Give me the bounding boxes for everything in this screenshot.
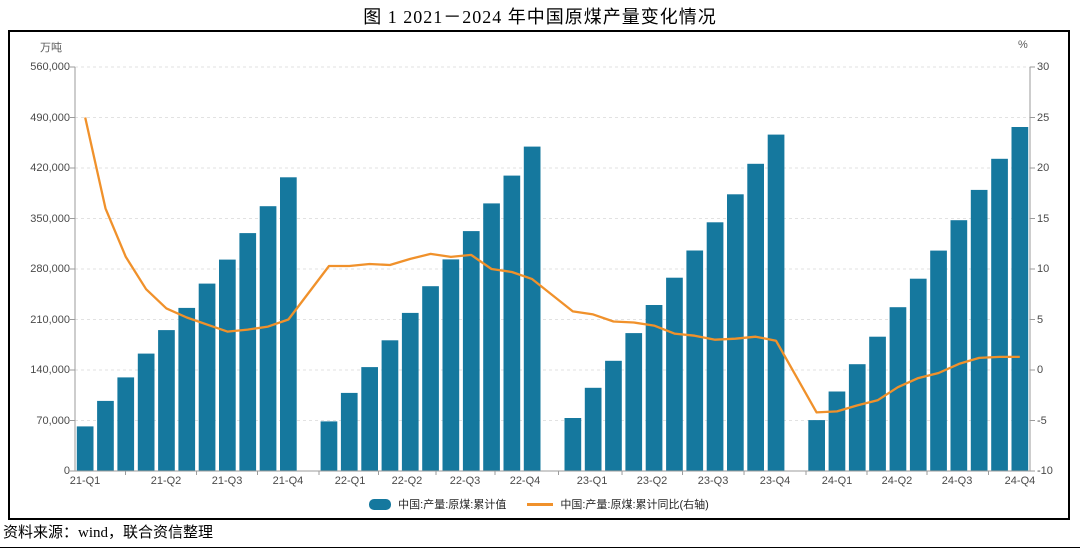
left-axis-tick-label: 420,000 <box>30 162 70 174</box>
bar <box>930 250 947 471</box>
bar <box>178 307 196 471</box>
legend-bar-label: 中国:产量:原煤:累计值 <box>398 499 507 511</box>
x-axis-tick-label: 21-Q1 <box>69 475 101 487</box>
legend-line-swatch-icon <box>527 502 554 506</box>
chart-frame: 万吨 % 0 70,000 140,000 210,000 280,000 350,000… <box>8 30 1070 520</box>
left-axis-tick-label: 70,000 <box>36 414 70 427</box>
bar <box>869 336 886 471</box>
bar <box>401 312 419 471</box>
bar <box>909 278 927 471</box>
right-axis-tick-label: 5 <box>1037 313 1044 326</box>
left-axis-unit: 万吨 <box>40 42 62 54</box>
left-axis-labels: 0 70,000 140,000 210,000 280,000 350,000 420,0… <box>10 61 70 477</box>
left-axis-tick-label: 350,000 <box>30 212 70 225</box>
source-note: 资料来源：wind，联合资信整理 <box>3 525 214 541</box>
bar <box>219 259 236 471</box>
bar <box>889 307 907 471</box>
bar <box>706 222 724 471</box>
bar <box>727 194 744 472</box>
left-axis-tick-label: 140,000 <box>30 364 70 376</box>
bar <box>361 367 378 471</box>
bar <box>239 233 257 471</box>
bar <box>97 400 114 471</box>
right-axis-tick-label: 15 <box>1037 212 1050 225</box>
bar <box>828 391 846 471</box>
bar <box>483 203 500 471</box>
legend-bar-swatch-icon <box>369 498 392 510</box>
right-axis-tick-label: -10 <box>1037 465 1053 477</box>
bar <box>280 177 297 472</box>
x-axis-tick-label: 22-Q2 <box>391 475 423 487</box>
x-axis-tick-label: 24-Q3 <box>941 475 973 487</box>
right-axis-tick-label: 10 <box>1037 263 1050 275</box>
bar <box>970 189 988 471</box>
bar <box>462 231 480 471</box>
bar <box>1011 127 1029 471</box>
bar <box>645 305 663 471</box>
bar <box>747 163 764 472</box>
left-axis-tick-label: 210,000 <box>30 313 70 326</box>
bar <box>991 158 1008 472</box>
x-axis-tick-label: 23-Q3 <box>697 475 729 487</box>
right-axis-tick-label: 25 <box>1037 111 1050 124</box>
bar <box>117 377 135 471</box>
x-axis-tick-label: 24-Q2 <box>881 475 913 487</box>
x-axis-tick-label: 22-Q4 <box>509 475 541 487</box>
x-axis-tick-label: 23-Q4 <box>759 475 791 487</box>
x-axis-tick-label: 21-Q4 <box>272 475 304 487</box>
bar <box>340 392 358 471</box>
left-axis-tick-label: 490,000 <box>30 111 70 124</box>
x-axis-labels: 21-Q1 21-Q2 21-Q3 21-Q4 22-Q1 22-Q2 22-Q3 22-Q4… <box>70 475 1036 489</box>
bar <box>950 220 968 471</box>
bar <box>523 146 541 471</box>
bar <box>76 426 94 471</box>
bar <box>625 333 643 471</box>
bar <box>320 421 338 471</box>
plot-area <box>70 66 1035 475</box>
bar <box>503 175 521 471</box>
bar <box>686 250 704 471</box>
legend: 中国:产量:原煤:累计值 中国:产量:原煤:累计同比(右轴) <box>10 496 1068 512</box>
right-axis-tick-label: 0 <box>1037 364 1044 376</box>
x-axis-tick-label: 21-Q2 <box>150 475 182 487</box>
bar <box>584 387 602 471</box>
right-axis-tick-label: 30 <box>1037 61 1050 73</box>
x-axis-tick-label: 24-Q4 <box>1004 475 1036 487</box>
bar <box>848 364 866 471</box>
bar <box>666 277 683 471</box>
bar <box>442 259 460 471</box>
right-axis-tick-label: -5 <box>1037 414 1047 427</box>
bar <box>198 283 216 471</box>
bar <box>381 340 399 471</box>
right-axis-unit: % <box>1018 39 1028 51</box>
bar <box>808 420 825 471</box>
right-axis-labels: -10 -5 0 5 10 15 20 25 30 <box>1037 61 1067 477</box>
bar <box>158 330 175 471</box>
x-axis-tick-label: 21-Q3 <box>211 475 243 487</box>
x-axis-tick-label: 23-Q2 <box>636 475 668 487</box>
x-axis-tick-label: 23-Q1 <box>576 475 608 487</box>
left-axis-tick-label: 280,000 <box>30 263 70 275</box>
left-axis-tick-label: 560,000 <box>30 61 70 73</box>
legend-line-label: 中国:产量:原煤:累计同比(右轴) <box>560 499 709 511</box>
bottom-rule <box>0 547 1080 548</box>
left-axis-tick-label: 0 <box>63 465 70 477</box>
bar <box>137 353 155 471</box>
x-axis-tick-label: 22-Q1 <box>334 475 366 487</box>
bar <box>767 134 785 471</box>
chart-title: 图 1 2021－2024 年中国原煤产量变化情况 <box>363 7 717 27</box>
right-axis-tick-label: 20 <box>1037 162 1050 174</box>
bar <box>605 360 622 471</box>
x-axis-tick-label: 24-Q1 <box>821 475 853 487</box>
bar <box>259 206 277 471</box>
bar <box>564 418 582 471</box>
bar <box>422 286 439 471</box>
yoy-line <box>84 117 1020 414</box>
x-axis-tick-label: 22-Q3 <box>449 475 481 487</box>
